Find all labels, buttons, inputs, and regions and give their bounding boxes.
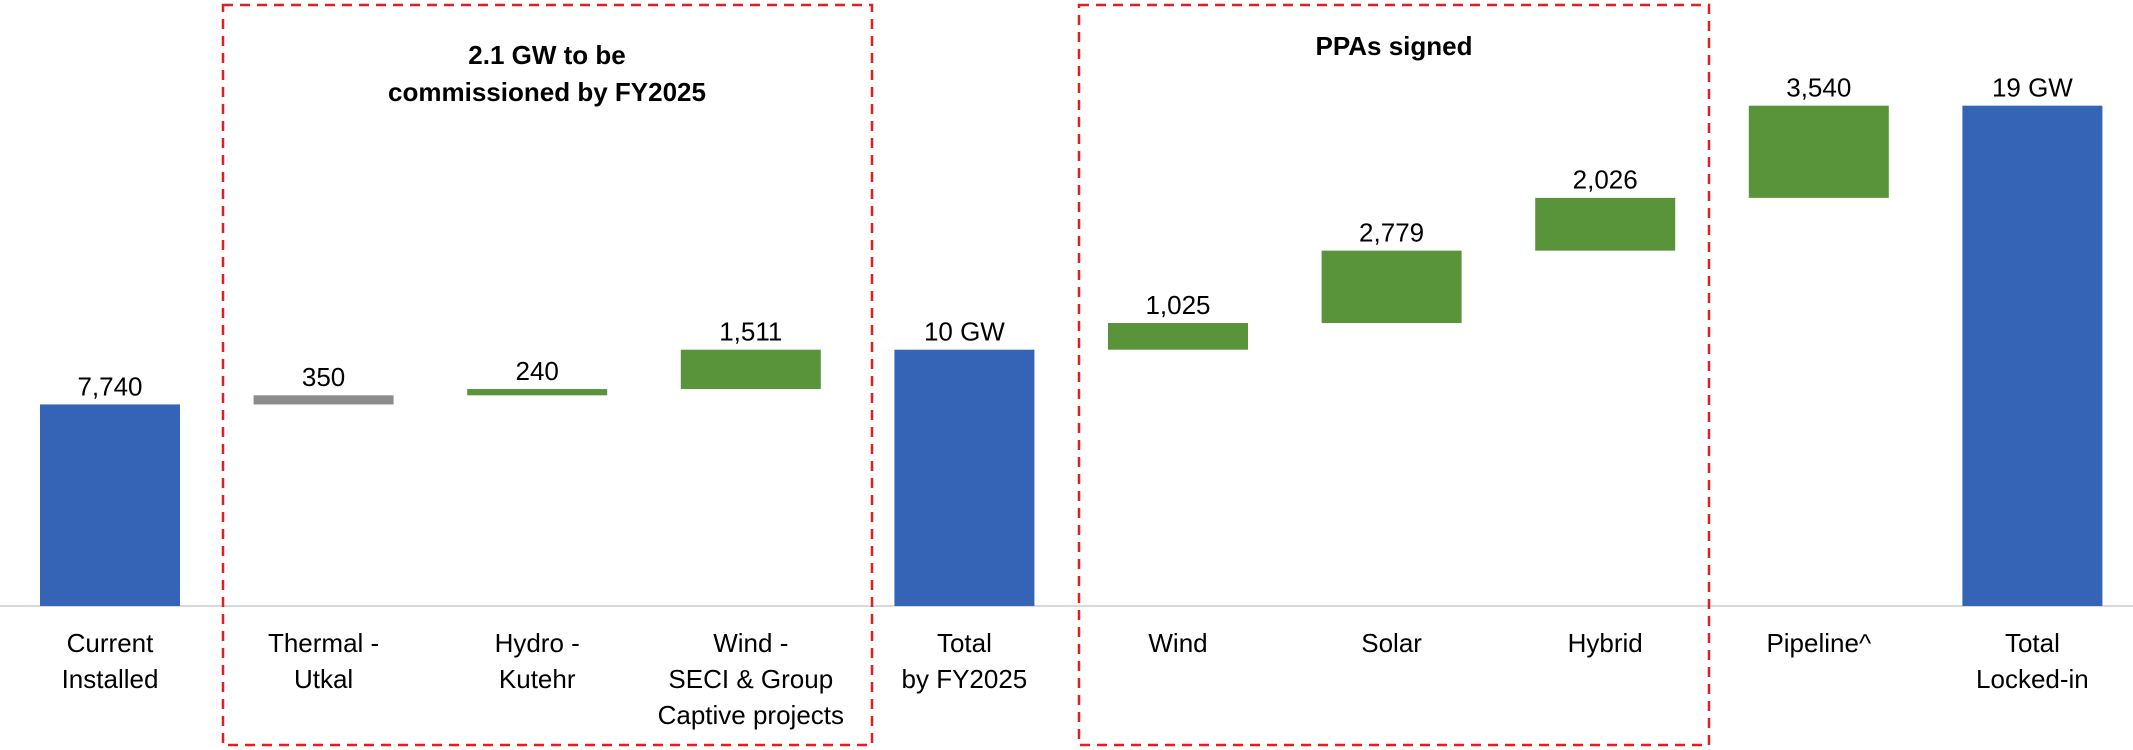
bar: [680, 349, 821, 390]
x-tick-label: Pipeline^: [1766, 628, 1872, 658]
data-label: 2,779: [1359, 218, 1424, 248]
data-label: 10 GW: [924, 317, 1005, 347]
x-tick-label: Total: [937, 628, 992, 658]
group-box: [1077, 3, 1711, 747]
group-title: 2.1 GW to be: [468, 40, 625, 70]
x-tick-label: SECI & Group: [668, 664, 833, 694]
data-label: 3,540: [1786, 73, 1851, 103]
data-label: 7,740: [77, 371, 142, 401]
data-label: 350: [302, 362, 345, 392]
group-title: commissioned by FY2025: [388, 77, 706, 107]
x-tick-label: Installed: [62, 664, 159, 694]
group-title: PPAs signed: [1315, 31, 1472, 61]
bar: [1321, 250, 1462, 324]
bar: [1748, 105, 1889, 198]
x-tick-label: Utkal: [294, 664, 353, 694]
x-tick-label: Solar: [1361, 628, 1422, 658]
x-tick-label: Wind -: [713, 628, 788, 658]
x-tick-label: by FY2025: [902, 664, 1028, 694]
bar: [1535, 197, 1676, 251]
data-label: 240: [516, 356, 559, 386]
bar: [1108, 323, 1248, 350]
data-label: 2,026: [1573, 165, 1638, 195]
group-box: [221, 3, 874, 747]
x-tick-label: Wind: [1148, 628, 1207, 658]
x-tick-label: Thermal -: [268, 628, 379, 658]
x-tick-label: Kutehr: [499, 664, 576, 694]
x-tick-label: Captive projects: [658, 700, 844, 730]
bar: [40, 404, 180, 606]
data-label: 1,511: [719, 317, 782, 347]
bar: [467, 389, 608, 396]
x-tick-label: Current: [67, 628, 154, 658]
bar: [894, 349, 1035, 606]
x-tick-label: Total: [2005, 628, 2060, 658]
bar: [1962, 105, 2103, 606]
data-label: 19 GW: [1992, 73, 2073, 103]
bar: [253, 395, 394, 405]
x-tick-label: Hydro -: [495, 628, 580, 658]
data-label: 1,025: [1145, 290, 1210, 320]
x-tick-label: Hybrid: [1568, 628, 1643, 658]
x-tick-label: Locked-in: [1976, 664, 2089, 694]
